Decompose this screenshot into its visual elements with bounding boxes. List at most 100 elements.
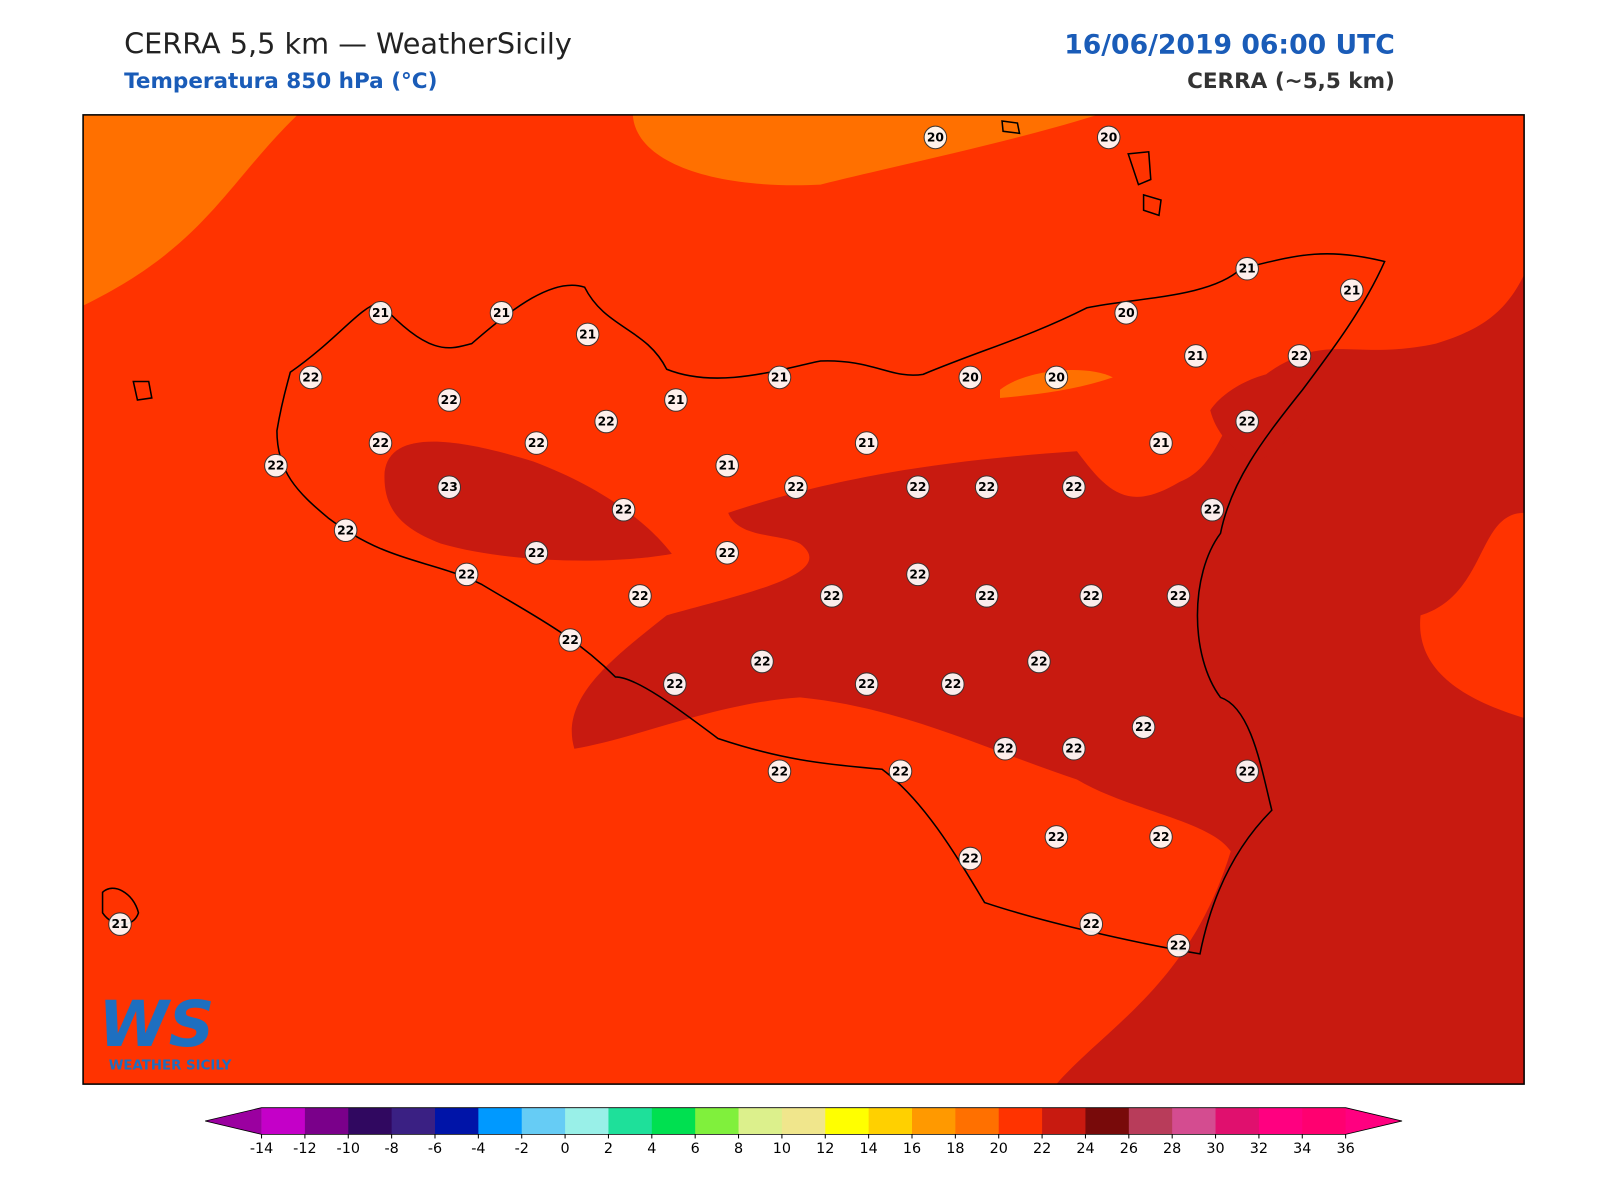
station-value: 22 bbox=[1239, 764, 1256, 778]
station-marker bbox=[923, 125, 948, 150]
warm-area bbox=[83, 114, 298, 306]
station: 21 bbox=[1149, 431, 1173, 455]
colorbar-tick-label: 36 bbox=[1337, 1141, 1355, 1157]
colorbar-bin bbox=[912, 1107, 956, 1135]
station: 22 bbox=[333, 518, 358, 543]
station: 20 bbox=[1114, 301, 1138, 325]
station: 22 bbox=[854, 672, 879, 696]
station: 22 bbox=[784, 475, 808, 499]
station-marker bbox=[767, 759, 792, 784]
map-frame bbox=[82, 114, 1525, 1085]
station-value: 22 bbox=[528, 546, 545, 560]
station: 22 bbox=[594, 409, 618, 434]
station-marker bbox=[524, 541, 549, 565]
station-value: 20 bbox=[962, 370, 979, 384]
colorbar-tick-label: 16 bbox=[903, 1141, 921, 1157]
station-value: 22 bbox=[997, 742, 1014, 756]
station-value: 22 bbox=[528, 436, 545, 450]
station-value: 21 bbox=[771, 370, 788, 384]
station-value: 22 bbox=[1048, 830, 1065, 844]
station: 22 bbox=[611, 497, 636, 522]
colorbar-tick-label: 30 bbox=[1206, 1141, 1224, 1157]
islands bbox=[101, 120, 1162, 926]
colorbar-extend-low bbox=[205, 1107, 262, 1135]
station-value: 22 bbox=[372, 436, 389, 450]
colorbar-tick-label: 24 bbox=[1076, 1141, 1094, 1157]
station-marker bbox=[906, 475, 930, 499]
station-marker bbox=[594, 409, 618, 434]
station: 21 bbox=[767, 365, 792, 390]
station-marker bbox=[1062, 736, 1086, 761]
station-marker bbox=[298, 365, 323, 390]
station: 22 bbox=[974, 584, 999, 608]
logo-text: WEATHER SICILY bbox=[109, 1059, 232, 1074]
colorbar-tick-label: 34 bbox=[1293, 1141, 1311, 1157]
station-value: 22 bbox=[1135, 720, 1152, 734]
colorbar-bin bbox=[651, 1107, 696, 1135]
hot-area bbox=[1210, 371, 1315, 462]
colorbar-bin bbox=[1128, 1107, 1173, 1135]
station-marker bbox=[767, 365, 792, 390]
station: 22 bbox=[524, 431, 549, 455]
station-marker bbox=[575, 322, 600, 347]
station-value: 22 bbox=[719, 546, 736, 560]
station-marker bbox=[854, 431, 879, 455]
station-marker bbox=[264, 453, 288, 478]
colorbar-tick-label: 28 bbox=[1163, 1141, 1181, 1157]
colorbar-bin bbox=[868, 1107, 913, 1135]
station-marker bbox=[1096, 125, 1121, 150]
station-marker bbox=[715, 541, 739, 565]
colorbar-bin bbox=[738, 1107, 783, 1135]
station-marker bbox=[333, 518, 358, 543]
station: 22 bbox=[1235, 759, 1259, 784]
station: 22 bbox=[958, 846, 983, 871]
station: 21 bbox=[854, 431, 879, 455]
station-value: 21 bbox=[1152, 436, 1169, 450]
station-marker bbox=[941, 672, 965, 696]
station-marker bbox=[750, 649, 774, 674]
station: 21 bbox=[489, 301, 514, 325]
station-value: 20 bbox=[1048, 370, 1065, 384]
station-value: 22 bbox=[909, 567, 926, 581]
station-marker bbox=[368, 301, 393, 325]
station-marker bbox=[437, 475, 462, 499]
station-value: 21 bbox=[719, 459, 736, 473]
station-value: 22 bbox=[1065, 480, 1082, 494]
station-marker bbox=[1200, 497, 1225, 522]
station: 22 bbox=[558, 628, 583, 652]
station-value: 22 bbox=[944, 677, 961, 691]
station-marker bbox=[854, 672, 879, 696]
station-marker bbox=[1149, 431, 1173, 455]
station: 22 bbox=[750, 649, 774, 674]
station-value: 22 bbox=[1152, 830, 1169, 844]
station-marker bbox=[1235, 759, 1259, 784]
station-value: 22 bbox=[1239, 415, 1256, 429]
colorbar-tick-label: 14 bbox=[860, 1141, 878, 1157]
station: 21 bbox=[108, 912, 132, 936]
station: 22 bbox=[1200, 497, 1225, 522]
colorbar-bin bbox=[1042, 1107, 1086, 1135]
station-value: 23 bbox=[441, 480, 458, 494]
station-marker bbox=[784, 475, 808, 499]
colorbar-bin bbox=[998, 1107, 1043, 1135]
station: 22 bbox=[993, 736, 1017, 761]
station: 22 bbox=[906, 475, 930, 499]
station: 20 bbox=[1096, 125, 1121, 150]
colorbar-tick-label: 8 bbox=[734, 1141, 743, 1157]
colorbar-bin bbox=[478, 1107, 523, 1135]
station-value: 21 bbox=[579, 327, 596, 341]
station-value: 22 bbox=[787, 480, 804, 494]
colorbar-bin bbox=[955, 1107, 1000, 1135]
colorbar-bin bbox=[1085, 1107, 1130, 1135]
colorbar-tick-label: 6 bbox=[691, 1141, 700, 1157]
station-value: 22 bbox=[978, 480, 995, 494]
station: 22 bbox=[298, 365, 323, 390]
station-value: 22 bbox=[1083, 589, 1100, 603]
station-value: 20 bbox=[1100, 130, 1117, 144]
station-marker bbox=[974, 475, 999, 499]
colorbar-bin bbox=[1302, 1107, 1347, 1135]
station: 21 bbox=[1339, 278, 1364, 303]
station-value: 20 bbox=[927, 130, 944, 144]
colorbar-tick-label: -8 bbox=[384, 1141, 398, 1157]
